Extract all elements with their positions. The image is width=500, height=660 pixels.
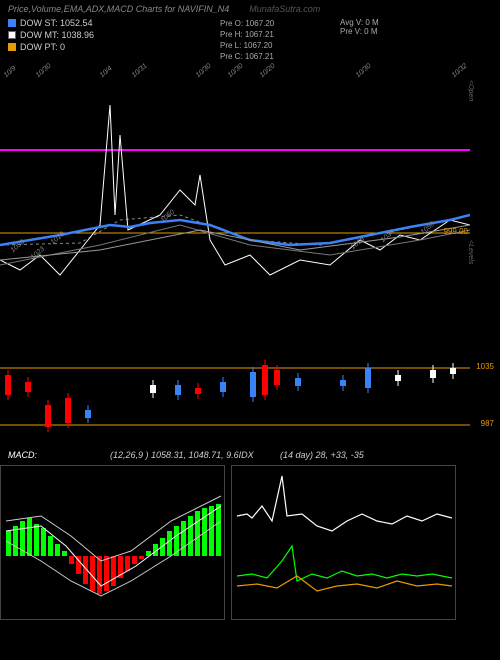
chart-title: Price,Volume,EMA,ADX,MACD Charts for NAV… <box>8 4 229 14</box>
vol-info: Avg V: 0 M Pre V: 0 M <box>340 18 379 36</box>
legend-pt: DOW PT: 0 <box>8 42 94 52</box>
legend-st-swatch <box>8 19 16 27</box>
y-label-1035: 1035 <box>476 362 494 371</box>
macd-panel-svg <box>1 466 226 621</box>
macd-label: MACD: <box>8 450 37 460</box>
price-chart: 999.00 <Open <Levels 1058102310101050101… <box>0 65 470 345</box>
x-axis-labels: 10/910/3010/410/3110/3010/3010/2010/3010… <box>0 73 470 347</box>
pre-o: Pre O: 1067.20 <box>220 18 274 29</box>
idx-panel-svg <box>232 466 457 621</box>
idx-panel <box>231 465 456 620</box>
y-label-987: 987 <box>481 419 494 428</box>
macd-panel <box>0 465 225 620</box>
legend-mt-swatch <box>8 31 16 39</box>
macd-info2: (14 day) 28, +33, -35 <box>280 450 364 460</box>
legend-mt: DOW MT: 1038.96 <box>8 30 94 40</box>
legend: DOW ST: 1052.54 DOW MT: 1038.96 DOW PT: … <box>8 18 94 54</box>
legend-st-label: DOW ST: 1052.54 <box>20 18 93 28</box>
volume-chart: 1035 987 <box>0 350 470 440</box>
legend-st: DOW ST: 1052.54 <box>8 18 94 28</box>
pre-c: Pre C: 1067.21 <box>220 51 274 62</box>
site-name: MunafaSutra.com <box>249 4 320 14</box>
legend-pt-label: DOW PT: 0 <box>20 42 65 52</box>
avg-v: Avg V: 0 M <box>340 18 379 27</box>
legend-pt-swatch <box>8 43 16 51</box>
pre-v: Pre V: 0 M <box>340 27 379 36</box>
header: Price,Volume,EMA,ADX,MACD Charts for NAV… <box>8 4 488 14</box>
bottom-panels <box>0 465 500 625</box>
legend-mt-label: DOW MT: 1038.96 <box>20 30 94 40</box>
ohlc-info: Pre O: 1067.20 Pre H: 1067.21 Pre L: 106… <box>220 18 274 62</box>
volume-chart-svg <box>0 350 470 440</box>
macd-info1: (12,26,9 ) 1058.31, 1048.71, 9.6IDX <box>110 450 254 460</box>
pre-l: Pre L: 1067.20 <box>220 40 274 51</box>
pre-h: Pre H: 1067.21 <box>220 29 274 40</box>
